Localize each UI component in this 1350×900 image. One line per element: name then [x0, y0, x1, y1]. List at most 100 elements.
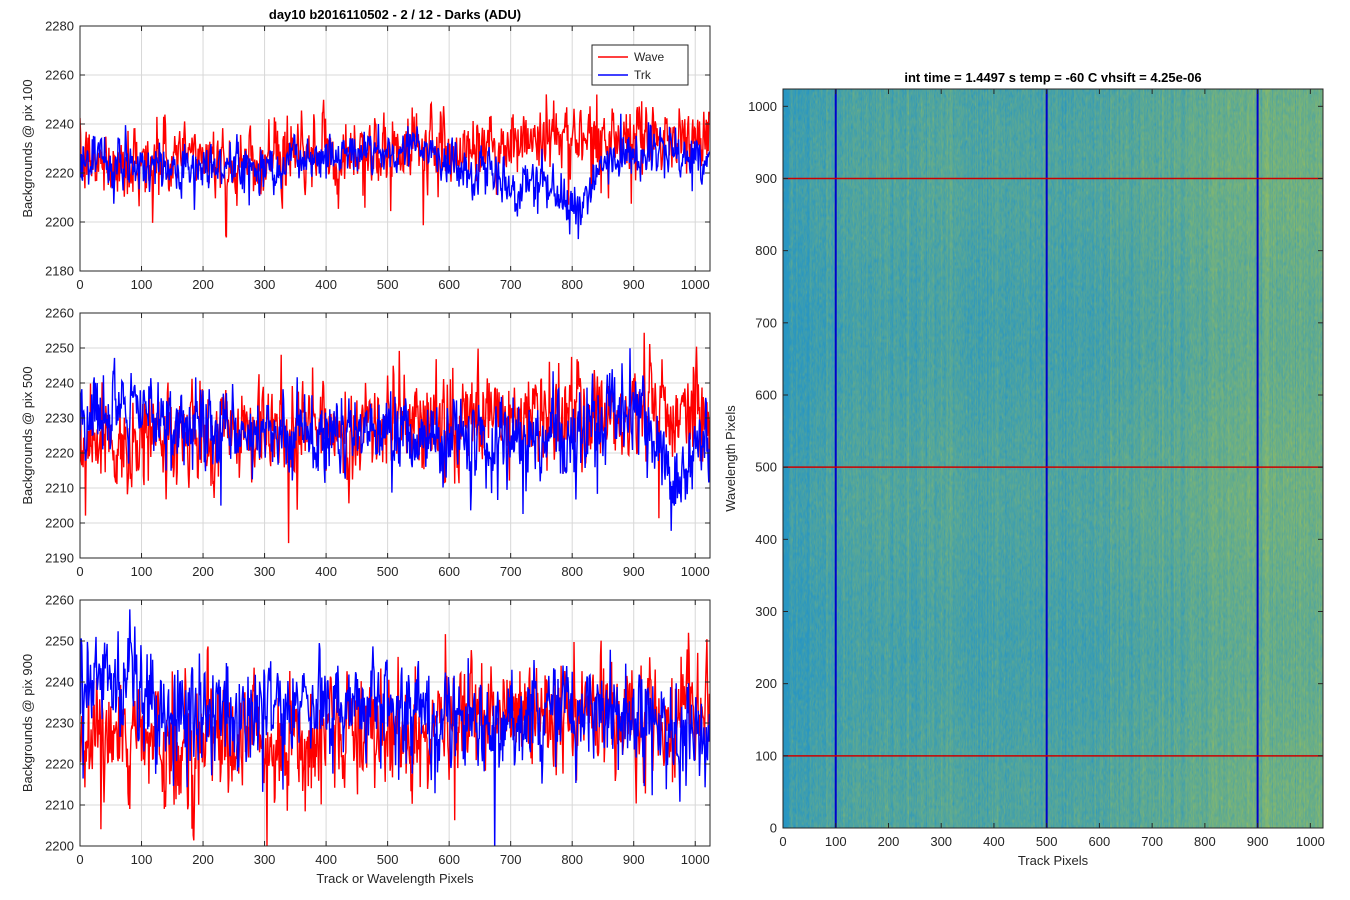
x-tick-label: 0 — [779, 834, 786, 849]
y-tick-label: 100 — [755, 748, 777, 763]
y-tick-label: 900 — [755, 171, 777, 186]
x-tick-label: 1000 — [681, 564, 710, 579]
x-tick-label: 100 — [825, 834, 847, 849]
y-tick-label: 2200 — [45, 215, 74, 230]
chart-panel-3: 0 100 200 300 400 500 600 700 800 900 1000 2200 2210… — [20, 593, 711, 886]
y-tick-label: 400 — [755, 532, 777, 547]
y-tick-label: 2260 — [45, 593, 74, 608]
x-tick-label: 900 — [623, 852, 645, 867]
x-tick-label: 400 — [315, 852, 337, 867]
y-axis-label: Backgrounds @ pix 900 — [20, 654, 35, 792]
x-tick-label: 1000 — [681, 852, 710, 867]
y-tick-label: 1000 — [748, 99, 777, 114]
x-tick-label: 400 — [315, 564, 337, 579]
x-tick-label: 800 — [561, 277, 583, 292]
x-tick-label: 100 — [131, 277, 153, 292]
legend-box — [591, 44, 689, 86]
axes-frame — [79, 25, 711, 272]
axes-frame — [782, 88, 1324, 829]
x-tick-label: 300 — [254, 564, 276, 579]
y-tick-label: 2230 — [45, 716, 74, 731]
y-tick-label: 2200 — [45, 516, 74, 531]
x-tick-label: 500 — [377, 277, 399, 292]
x-tick-label: 400 — [983, 834, 1005, 849]
axes-frame — [79, 312, 711, 559]
y-tick-label: 2220 — [45, 166, 74, 181]
chart-title: int time = 1.4497 s temp = -60 C vhsift … — [904, 70, 1201, 85]
x-axis-label: Track Pixels — [1018, 853, 1089, 868]
y-tick-label: 2210 — [45, 798, 74, 813]
heatmap-image — [783, 89, 1323, 828]
y-axis-label: Backgrounds @ pix 500 — [20, 366, 35, 504]
y-tick-label: 700 — [755, 315, 777, 330]
y-tick-label: 2220 — [45, 446, 74, 461]
x-tick-label: 800 — [561, 852, 583, 867]
x-tick-label: 0 — [76, 277, 83, 292]
y-tick-label: 2280 — [45, 19, 74, 34]
x-tick-label: 200 — [192, 277, 214, 292]
chart-title: day10 b2016110502 - 2 / 12 - Darks (ADU) — [269, 7, 521, 22]
x-tick-label: 300 — [254, 277, 276, 292]
x-tick-label: 0 — [76, 852, 83, 867]
x-tick-label: 1000 — [1296, 834, 1325, 849]
y-axis-label: Wavelength Pixels — [723, 405, 738, 512]
series-line-trk — [80, 609, 710, 846]
y-tick-label: 200 — [755, 676, 777, 691]
y-tick-label: 300 — [755, 604, 777, 619]
x-tick-label: 700 — [500, 277, 522, 292]
x-tick-label: 1000 — [681, 277, 710, 292]
x-tick-label: 200 — [192, 852, 214, 867]
y-tick-label: 0 — [770, 821, 777, 836]
x-tick-label: 300 — [930, 834, 952, 849]
series-line-trk — [80, 113, 710, 240]
legend-label-trk: Trk — [634, 68, 652, 82]
x-tick-label: 500 — [1036, 834, 1058, 849]
y-axis-label: Backgrounds @ pix 100 — [20, 79, 35, 217]
x-tick-label: 500 — [377, 564, 399, 579]
y-tick-label: 2250 — [45, 634, 74, 649]
x-tick-label: 700 — [500, 564, 522, 579]
x-tick-label: 100 — [131, 852, 153, 867]
series-line-wave — [80, 94, 710, 238]
x-tick-label: 300 — [254, 852, 276, 867]
series-line-trk — [80, 348, 710, 531]
y-tick-label: 2230 — [45, 411, 74, 426]
y-tick-label: 500 — [755, 460, 777, 475]
y-tick-label: 2260 — [45, 68, 74, 83]
x-tick-label: 800 — [1194, 834, 1216, 849]
y-tick-label: 2190 — [45, 551, 74, 566]
x-tick-label: 900 — [1247, 834, 1269, 849]
y-tick-label: 2200 — [45, 839, 74, 854]
y-tick-label: 2240 — [45, 376, 74, 391]
chart-panel-1: 0 100 200 300 400 500 600 700 800 900 1000 2180 2200… — [20, 7, 711, 292]
x-tick-label: 900 — [623, 277, 645, 292]
chart-panel-2: 0 100 200 300 400 500 600 700 800 900 1000 2190 2200… — [20, 306, 711, 579]
x-tick-label: 200 — [192, 564, 214, 579]
x-tick-label: 600 — [438, 277, 460, 292]
x-tick-label: 200 — [878, 834, 900, 849]
y-tick-label: 2250 — [45, 341, 74, 356]
x-tick-label: 100 — [131, 564, 153, 579]
y-tick-label: 2220 — [45, 757, 74, 772]
x-tick-label: 800 — [561, 564, 583, 579]
y-tick-label: 2180 — [45, 264, 74, 279]
x-axis-label: Track or Wavelength Pixels — [316, 871, 474, 886]
x-tick-label: 400 — [315, 277, 337, 292]
x-tick-label: 900 — [623, 564, 645, 579]
x-tick-label: 0 — [76, 564, 83, 579]
x-tick-label: 500 — [377, 852, 399, 867]
y-tick-label: 800 — [755, 243, 777, 258]
y-tick-label: 2240 — [45, 675, 74, 690]
x-tick-label: 700 — [500, 852, 522, 867]
x-tick-label: 600 — [1089, 834, 1111, 849]
y-tick-label: 600 — [755, 387, 777, 402]
y-tick-label: 2260 — [45, 306, 74, 321]
x-tick-label: 700 — [1141, 834, 1163, 849]
chart-panel-4: 0 100 200 300 400 500 600 700 800 900 1000 0 100 200 3… — [723, 70, 1325, 868]
y-tick-label: 2210 — [45, 481, 74, 496]
legend: Wave Trk — [591, 44, 689, 86]
x-tick-label: 600 — [438, 564, 460, 579]
legend-label-wave: Wave — [634, 50, 665, 64]
y-tick-label: 2240 — [45, 117, 74, 132]
